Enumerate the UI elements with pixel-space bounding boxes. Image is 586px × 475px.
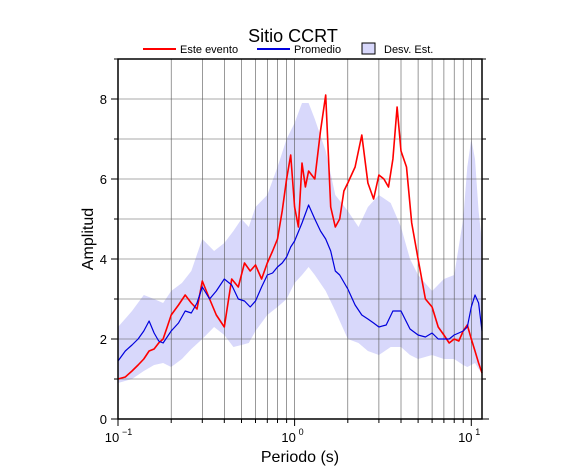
y-tick-label: 6 [100,172,107,187]
x-tick-label: 10 [458,430,472,445]
y-tick-label: 0 [100,412,107,427]
x-tick-label: 10 [105,430,119,445]
legend-label-este-evento: Este evento [180,44,238,56]
chart-title: Sitio CCRT [248,26,338,46]
x-axis-label: Periodo (s) [261,449,339,466]
y-tick-label: 4 [100,252,107,267]
x-tick-label-exponent: 1 [475,427,480,437]
y-tick-label: 8 [100,92,107,107]
series-line-promedio [117,204,483,362]
legend-label-promedio: Promedio [294,44,341,56]
legend-label-desv-est: Desv. Est. [384,44,433,56]
plot-frame [117,58,483,420]
legend: Este evento Promedio Desv. Est. [143,42,433,56]
x-tick-label-exponent: −1 [122,427,132,437]
std-dev-band [118,103,482,383]
legend-swatch-desv-est [361,42,376,55]
y-tick-label: 2 [100,332,107,347]
y-axis-label: Amplitud [80,208,97,270]
x-tick-label-exponent: 0 [299,427,304,437]
series-line-este-evento [117,94,483,380]
x-tick-label: 10 [281,430,295,445]
